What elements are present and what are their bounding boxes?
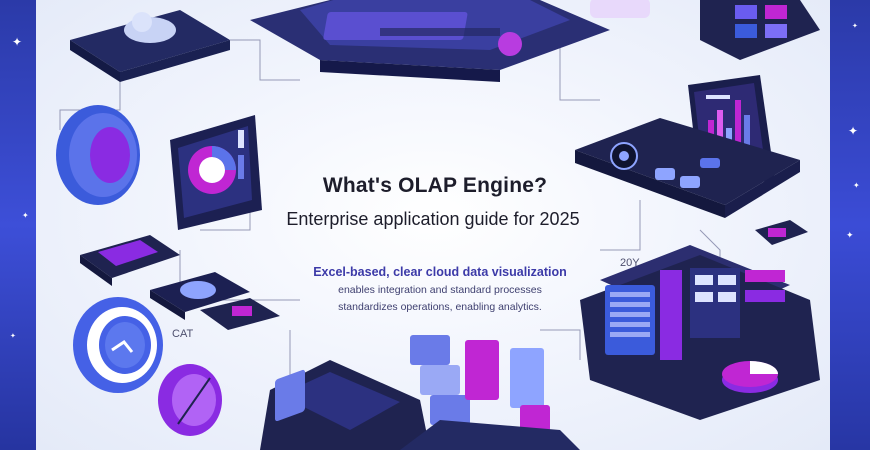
star-icon: ✦ bbox=[853, 181, 860, 190]
star-icon: ✦ bbox=[12, 35, 23, 49]
left-button-card bbox=[150, 272, 250, 320]
left-bottom-ring bbox=[73, 297, 163, 393]
top-right-tablet bbox=[700, 0, 820, 60]
right-device-label: 20Y bbox=[620, 257, 640, 269]
right-chip bbox=[755, 220, 808, 245]
donut-chart-device bbox=[170, 115, 262, 230]
top-center-screen bbox=[250, 0, 650, 82]
bottom-stacked-cards bbox=[260, 335, 580, 450]
star-icon: ✦ bbox=[852, 22, 858, 30]
description-line-3: standardizes operations, enabling analyt… bbox=[338, 301, 542, 313]
star-icon: ✦ bbox=[22, 211, 29, 220]
left-circle-dial bbox=[56, 105, 140, 205]
description-line-1: Excel-based, clear cloud data visualizat… bbox=[313, 265, 567, 279]
purple-dial bbox=[158, 364, 222, 436]
left-chip bbox=[80, 235, 180, 286]
left-second-chip bbox=[200, 298, 280, 330]
star-icon: ✦ bbox=[848, 124, 859, 138]
page-title: What's OLAP Engine? bbox=[322, 174, 548, 197]
control-panel-device bbox=[575, 118, 800, 218]
starry-left-strip bbox=[0, 0, 36, 450]
cloud-card bbox=[70, 10, 230, 82]
left-device-label: CAT bbox=[172, 328, 194, 340]
page-subtitle: Enterprise application guide for 2025 bbox=[286, 209, 580, 229]
star-icon: ✦ bbox=[10, 332, 16, 340]
description-line-2: enables integration and standard process… bbox=[338, 284, 542, 296]
starry-right-strip bbox=[830, 0, 870, 450]
right-dashboard bbox=[580, 245, 820, 420]
star-icon: ✦ bbox=[846, 231, 854, 241]
